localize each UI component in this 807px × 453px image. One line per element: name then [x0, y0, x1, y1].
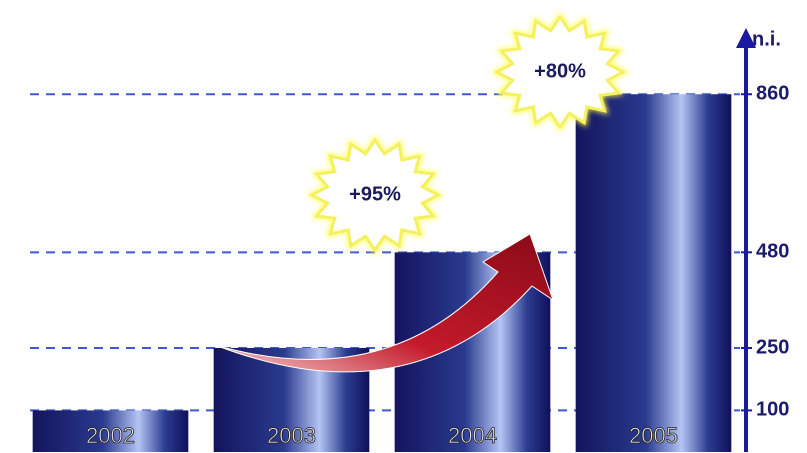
bar: [32, 410, 189, 452]
y-axis-label: n.i.: [752, 28, 781, 50]
annotation: +95%: [349, 183, 401, 205]
y-tick-label: 250: [756, 336, 789, 358]
x-tick-label: 2004: [448, 423, 497, 448]
starbursts: +95% +80%: [306, 12, 629, 255]
growth-arrow: [214, 233, 554, 373]
y-axis-arrow: [736, 28, 756, 48]
starburst: [308, 137, 442, 253]
x-tick-label: 2002: [86, 423, 135, 448]
y-tick-label: 860: [756, 83, 789, 105]
x-tick-label: 2005: [629, 423, 678, 448]
y-tick-label: 100: [756, 399, 789, 421]
y-tick-label: 480: [756, 241, 789, 263]
bars: [30, 93, 740, 453]
starburst: [493, 14, 627, 130]
bar: [575, 94, 732, 453]
x-tick-label: 2003: [267, 423, 316, 448]
annotation: +80%: [534, 60, 586, 82]
